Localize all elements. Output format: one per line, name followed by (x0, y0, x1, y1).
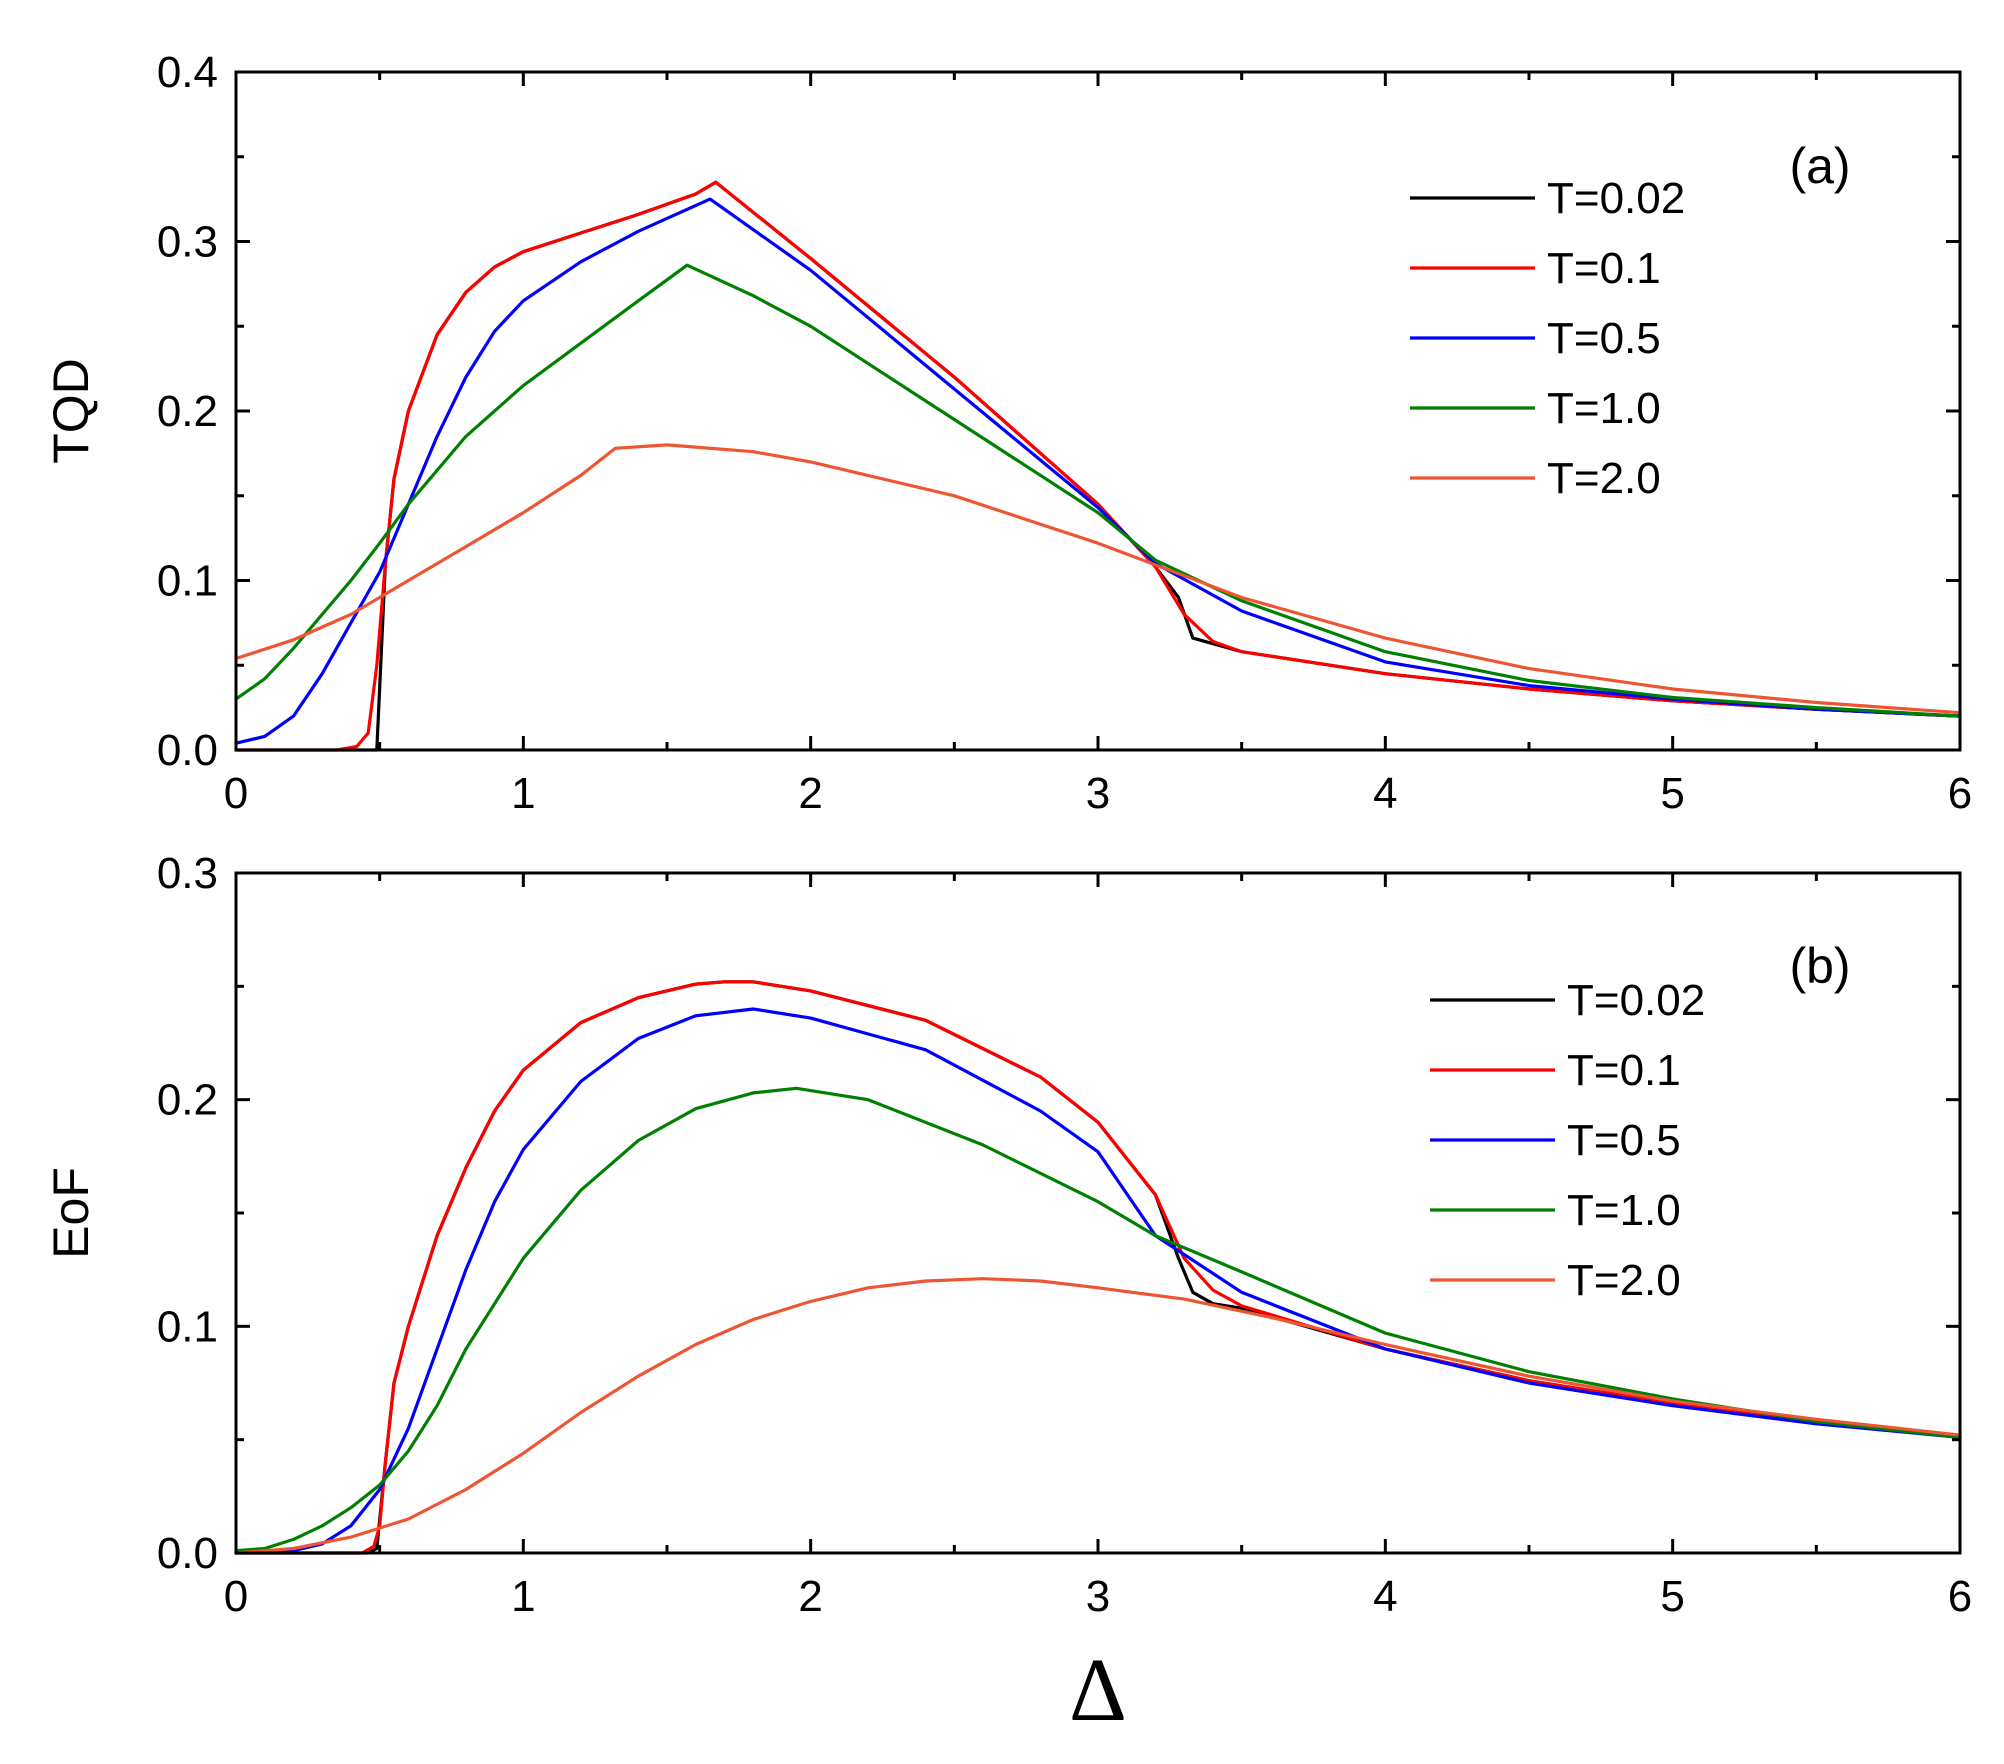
panel-b-legend-label-1: T=0.1 (1567, 1046, 1681, 1095)
panel-a-y-tick-label: 0.0 (157, 726, 218, 775)
panel-a-x-tick-label: 1 (511, 769, 535, 818)
panel-b-x-tick-label: 5 (1660, 1572, 1684, 1621)
panel-a-ticks: 0 1 2 3 4 5 6 0.0 0.1 0.2 0.3 0.4 (157, 48, 1972, 818)
panel-a-legend-label-4: T=2.0 (1547, 454, 1661, 503)
panel-a-y-tick-label: 0.3 (157, 218, 218, 267)
panel-b-series-line-3 (234, 1086, 1962, 1553)
panel-b-legend-label-3: T=1.0 (1567, 1186, 1681, 1235)
panel-a-y-tick-label: 0.4 (157, 48, 218, 97)
panel-a-series-line-1 (234, 180, 1962, 752)
panel-b-series-line-4 (234, 1277, 1962, 1555)
panel-a-legend-label-3: T=1.0 (1547, 384, 1661, 433)
panel-a-series-line-2 (234, 197, 1962, 745)
panel-a-x-tick-label: 4 (1373, 769, 1397, 818)
panel-a-series-line-4 (234, 443, 1962, 715)
panel-a-series-line-3 (234, 263, 1962, 718)
panel-a-x-tick-label: 3 (1086, 769, 1110, 818)
panel-b-ticks: 0 1 2 3 4 5 6 0.0 0.1 0.2 0.3 (157, 849, 1972, 1621)
x-axis-label: Δ (1069, 1641, 1127, 1740)
panel-b-y-tick-label: 0.3 (157, 849, 218, 898)
panel-a-legend-label-2: T=0.5 (1547, 314, 1661, 363)
panel-b-x-tick-label: 3 (1086, 1572, 1110, 1621)
panel-a-tag: (a) (1789, 138, 1850, 194)
panel-a: 0 1 2 3 4 5 60.00.10.20.30.4 TQD (a) T=0.02T=0… (43, 48, 1972, 818)
panel-b-x-tick-label: 6 (1948, 1572, 1972, 1621)
panel-b-ylabel: EoF (43, 1167, 99, 1259)
panel-b-series-line-2 (234, 1007, 1962, 1555)
panel-b-tag: (b) (1789, 938, 1850, 994)
panel-b-legend-label-2: T=0.5 (1567, 1116, 1681, 1165)
panel-a-x-tick-label: 5 (1660, 769, 1684, 818)
panel-a-y-tick-label: 0.2 (157, 387, 218, 436)
panel-b-legend-label-0: T=0.02 (1567, 976, 1705, 1025)
panel-a-legend-label-0: T=0.02 (1547, 174, 1685, 223)
panel-a-ylabel: TQD (43, 358, 99, 464)
panel-a-x-tick-label: 6 (1948, 769, 1972, 818)
panel-b-y-tick-label: 0.1 (157, 1302, 218, 1351)
panel-a-legend-label-1: T=0.1 (1547, 244, 1661, 293)
panel-b-x-tick-label: 4 (1373, 1572, 1397, 1621)
panel-a-x-tick-label: 0 (224, 769, 248, 818)
panel-a-series (234, 180, 1962, 752)
panel-b-x-tick-label: 2 (798, 1572, 822, 1621)
panel-b-x-tick-label: 0 (224, 1572, 248, 1621)
panel-b-legend: T=0.02 T=0.1 T=0.5 T=1.0 T=2.0 (1430, 976, 1705, 1305)
panel-a-x-tick-label: 2 (798, 769, 822, 818)
panel-b-legend-label-4: T=2.0 (1567, 1256, 1681, 1305)
panel-b: 0 1 2 3 4 5 60.00.10.20.3 EoF (b) T=0.02T=0.1T… (43, 849, 1972, 1621)
panel-a-legend: T=0.02 T=0.1 T=0.5 T=1.0 T=2.0 (1410, 174, 1685, 503)
panel-b-x-tick-label: 1 (511, 1572, 535, 1621)
panel-b-y-tick-label: 0.2 (157, 1076, 218, 1125)
panel-a-y-tick-label: 0.1 (157, 557, 218, 606)
panel-b-series (234, 980, 1962, 1555)
panel-b-y-tick-label: 0.0 (157, 1529, 218, 1578)
